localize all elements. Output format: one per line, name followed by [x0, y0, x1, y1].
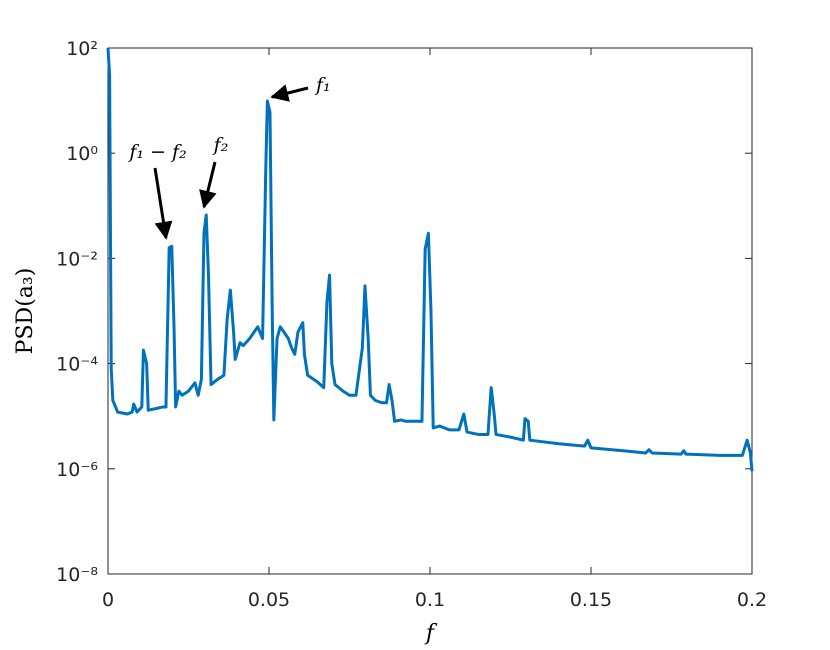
arrow	[270, 84, 309, 102]
y-axis-label: PSD(a₃)	[13, 268, 38, 355]
y-tick-label: 10⁰	[66, 143, 98, 165]
y-tick-label: 10⁻⁶	[56, 459, 98, 481]
x-tick-label: 0.05	[248, 589, 290, 611]
arrow	[153, 167, 173, 240]
annotation: f₂	[212, 134, 229, 156]
x-tick-label: 0.15	[570, 589, 612, 611]
annotation: f₁ − f₂	[127, 141, 186, 163]
x-tick-label: 0.2	[737, 589, 767, 611]
y-tick-label: 10⁻⁴	[56, 354, 98, 376]
y-tick-label: 10²	[66, 38, 98, 60]
x-tick-label: 0	[102, 589, 114, 611]
data-line	[106, 47, 754, 472]
x-tick-label: 0.1	[415, 589, 445, 611]
arrow	[199, 161, 217, 209]
x-axis-label: f	[424, 621, 438, 646]
y-tick-label: 10⁻²	[56, 248, 98, 270]
y-tick-label: 10⁻⁸	[56, 564, 98, 586]
annotation: f₁	[314, 74, 331, 96]
